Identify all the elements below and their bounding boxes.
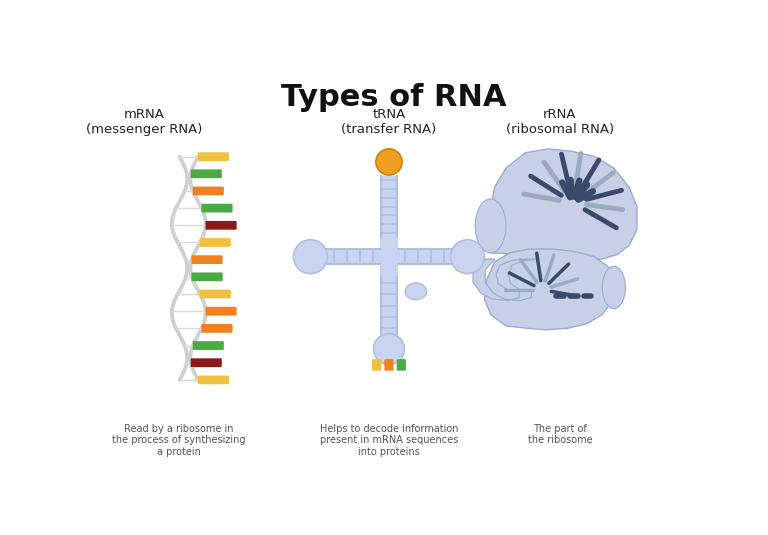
FancyBboxPatch shape bbox=[190, 358, 222, 367]
FancyBboxPatch shape bbox=[190, 170, 222, 178]
FancyBboxPatch shape bbox=[384, 359, 393, 371]
Circle shape bbox=[293, 240, 327, 273]
Text: The part of
the ribosome: The part of the ribosome bbox=[528, 424, 592, 446]
FancyBboxPatch shape bbox=[198, 376, 229, 384]
FancyBboxPatch shape bbox=[206, 307, 237, 316]
Polygon shape bbox=[473, 259, 539, 301]
Circle shape bbox=[451, 240, 485, 273]
FancyBboxPatch shape bbox=[201, 204, 233, 212]
FancyBboxPatch shape bbox=[201, 324, 233, 333]
Bar bbox=[379, 236, 399, 268]
FancyBboxPatch shape bbox=[397, 359, 406, 371]
Text: mRNA
(messenger RNA): mRNA (messenger RNA) bbox=[86, 108, 202, 136]
Text: tRNA
(transfer RNA): tRNA (transfer RNA) bbox=[341, 108, 436, 136]
Ellipse shape bbox=[602, 266, 625, 309]
Ellipse shape bbox=[406, 283, 427, 300]
FancyBboxPatch shape bbox=[200, 289, 231, 299]
FancyBboxPatch shape bbox=[191, 255, 223, 264]
FancyBboxPatch shape bbox=[200, 238, 231, 247]
Text: Read by a ribosome in
the process of synthesizing
a protein: Read by a ribosome in the process of syn… bbox=[112, 424, 246, 457]
FancyBboxPatch shape bbox=[193, 341, 223, 350]
Bar bbox=[381, 278, 397, 334]
Circle shape bbox=[376, 149, 402, 175]
Circle shape bbox=[373, 334, 405, 364]
Text: Types of RNA: Types of RNA bbox=[281, 83, 506, 112]
FancyBboxPatch shape bbox=[193, 187, 223, 195]
FancyBboxPatch shape bbox=[372, 359, 381, 371]
Bar bbox=[327, 249, 379, 264]
Ellipse shape bbox=[475, 199, 506, 253]
FancyBboxPatch shape bbox=[191, 272, 223, 281]
FancyBboxPatch shape bbox=[198, 152, 229, 161]
Bar bbox=[399, 249, 451, 264]
Polygon shape bbox=[485, 249, 615, 330]
Bar bbox=[381, 176, 397, 238]
FancyBboxPatch shape bbox=[206, 221, 237, 230]
Text: rRNA
(ribosomal RNA): rRNA (ribosomal RNA) bbox=[506, 108, 614, 136]
Polygon shape bbox=[487, 149, 637, 261]
Bar bbox=[379, 264, 399, 279]
Text: Helps to decode information
present in mRNA sequences
into proteins: Helps to decode information present in m… bbox=[319, 424, 458, 457]
